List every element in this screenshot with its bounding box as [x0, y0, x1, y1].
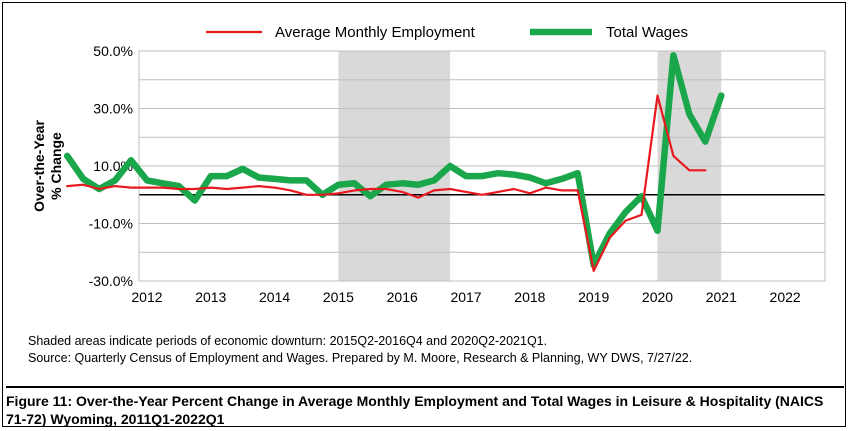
x-tick-label: 2015: [323, 289, 354, 305]
x-tick-label: 2016: [387, 289, 418, 305]
x-tick-label: 2019: [578, 289, 609, 305]
x-tick-label: 2021: [706, 289, 737, 305]
line-chart: 50.0%30.0%10.0%-10.0%-30.0%2012 2013 2014 2…: [31, 24, 826, 305]
x-tick-label: 2012: [131, 289, 162, 305]
y-tick-label: -10.0%: [89, 216, 133, 232]
caption-line-1: Figure 11: Over-the-Year Percent Change …: [6, 393, 824, 409]
x-tick-label: 2018: [514, 289, 545, 305]
source-note: Source: Quarterly Census of Employment a…: [28, 351, 693, 365]
figure-frame: [2, 2, 846, 427]
x-tick-label: 2020: [642, 289, 673, 305]
y-tick-label: -30.0%: [89, 273, 133, 289]
shading-note: Shaded areas indicate periods of economi…: [28, 334, 548, 348]
series-line-employment: [66, 94, 707, 272]
x-tick-label: 2017: [450, 289, 481, 305]
y-tick-label: 50.0%: [93, 43, 133, 59]
y-axis-title: Over-the-Year% Change: [31, 120, 64, 212]
y-tick-label: 30.0%: [93, 101, 133, 117]
x-tick-label: 2022: [770, 289, 801, 305]
x-tick-label: 2013: [195, 289, 226, 305]
legend-label-wages: Total Wages: [606, 24, 688, 41]
y-axis-title-line: Over-the-Year: [31, 120, 47, 212]
figure-caption: Figure 11: Over-the-Year Percent Change …: [6, 386, 844, 428]
x-tick-label: 2014: [259, 289, 290, 305]
caption-line-2: 71-72) Wyoming, 2011Q1-2022Q1: [6, 411, 225, 427]
series-line-wages: [63, 52, 725, 269]
legend-label-employment: Average Monthly Employment: [275, 24, 476, 41]
y-axis-title-line: % Change: [48, 132, 64, 200]
